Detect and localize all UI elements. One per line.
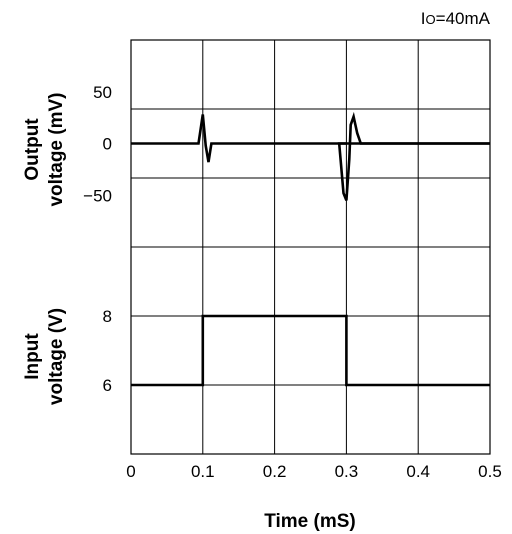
x-axis-title: Time (mS) [264,511,356,532]
annotation-symbol: I [421,9,426,28]
x-tick-label: 0.1 [191,462,215,481]
y-tick-label: 6 [103,376,112,395]
y-tick-labels: 50 0 −50 8 6 [83,83,112,395]
y-tick-label: 8 [103,307,112,326]
x-tick-label: 0.4 [406,462,430,481]
plot-frame [130,39,491,455]
annotation-subscript: O [426,12,436,27]
x-tick-label: 0 [126,462,135,481]
output-voltage-trace [131,114,490,163]
y-tick-label: 0 [103,135,112,154]
annotation-value: =40mA [436,9,491,28]
load-current-annotation: IO=40mA [421,9,491,28]
y-axis-titles: Output voltage (mV) Input voltage (V) [22,92,67,405]
y-axis-title-line1: Output [22,118,43,181]
x-tick-labels: 0 0.1 0.2 0.3 0.4 0.5 [126,462,502,481]
y-tick-label: −50 [83,186,112,205]
traces [131,111,490,387]
grid-lines [130,40,491,454]
x-tick-label: 0.2 [263,462,287,481]
input-voltage-trace [131,314,490,387]
y-tick-label: 50 [93,83,112,102]
output-voltage-trace [337,111,490,201]
y-axis-title-line1: Input [22,333,43,380]
x-tick-label: 0.3 [335,462,359,481]
y-axis-title-line2: voltage (mV) [46,92,67,206]
y-axis-title-line2: voltage (V) [46,308,67,405]
x-tick-label: 0.5 [478,462,502,481]
